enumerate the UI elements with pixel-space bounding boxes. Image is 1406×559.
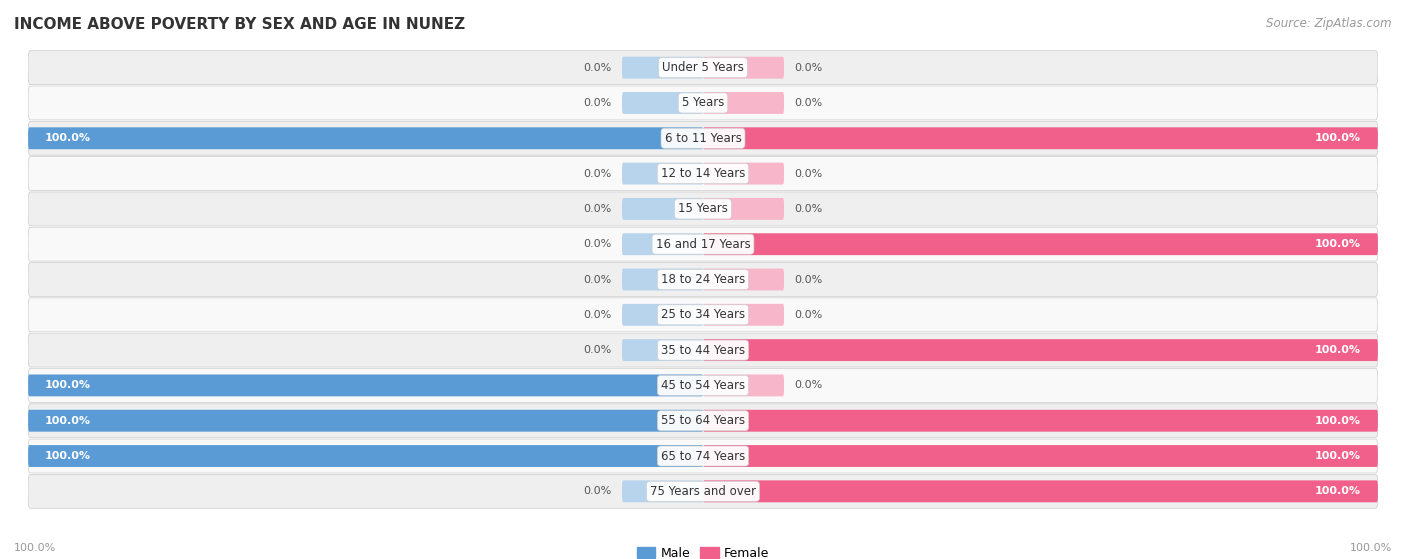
Text: 15 Years: 15 Years [678,202,728,215]
FancyBboxPatch shape [28,263,1378,296]
Text: 5 Years: 5 Years [682,97,724,110]
Text: Source: ZipAtlas.com: Source: ZipAtlas.com [1267,17,1392,30]
Text: 6 to 11 Years: 6 to 11 Years [665,132,741,145]
Text: 35 to 44 Years: 35 to 44 Years [661,344,745,357]
Text: 100.0%: 100.0% [14,543,56,553]
Text: 12 to 14 Years: 12 to 14 Years [661,167,745,180]
Text: 100.0%: 100.0% [45,451,91,461]
Text: 25 to 34 Years: 25 to 34 Years [661,309,745,321]
Text: 100.0%: 100.0% [45,381,91,390]
Text: 75 Years and over: 75 Years and over [650,485,756,498]
FancyBboxPatch shape [703,304,785,326]
FancyBboxPatch shape [621,198,703,220]
FancyBboxPatch shape [703,480,1378,503]
FancyBboxPatch shape [703,127,1378,149]
Text: 100.0%: 100.0% [45,416,91,426]
FancyBboxPatch shape [621,56,703,79]
Text: 0.0%: 0.0% [583,169,612,178]
Text: 65 to 74 Years: 65 to 74 Years [661,449,745,462]
Text: 100.0%: 100.0% [1315,239,1361,249]
Text: 100.0%: 100.0% [1315,416,1361,426]
FancyBboxPatch shape [703,198,785,220]
Text: 0.0%: 0.0% [794,98,823,108]
FancyBboxPatch shape [28,404,1378,438]
Text: 0.0%: 0.0% [583,63,612,73]
Text: 0.0%: 0.0% [794,204,823,214]
FancyBboxPatch shape [621,480,703,503]
FancyBboxPatch shape [28,86,1378,120]
Text: 55 to 64 Years: 55 to 64 Years [661,414,745,427]
FancyBboxPatch shape [28,51,1378,84]
FancyBboxPatch shape [621,304,703,326]
Text: 100.0%: 100.0% [1315,486,1361,496]
FancyBboxPatch shape [28,157,1378,191]
FancyBboxPatch shape [28,127,703,149]
Text: 16 and 17 Years: 16 and 17 Years [655,238,751,250]
FancyBboxPatch shape [703,56,785,79]
Text: 0.0%: 0.0% [794,310,823,320]
FancyBboxPatch shape [621,268,703,291]
Text: 45 to 54 Years: 45 to 54 Years [661,379,745,392]
Text: 0.0%: 0.0% [583,274,612,285]
FancyBboxPatch shape [703,410,1378,432]
FancyBboxPatch shape [28,121,1378,155]
FancyBboxPatch shape [621,163,703,184]
Text: 0.0%: 0.0% [794,274,823,285]
Text: 0.0%: 0.0% [583,98,612,108]
Text: 100.0%: 100.0% [1350,543,1392,553]
Text: 100.0%: 100.0% [45,133,91,143]
FancyBboxPatch shape [28,228,1378,261]
FancyBboxPatch shape [703,445,1378,467]
FancyBboxPatch shape [703,92,785,114]
Text: 0.0%: 0.0% [583,204,612,214]
Text: 0.0%: 0.0% [583,345,612,355]
FancyBboxPatch shape [703,163,785,184]
FancyBboxPatch shape [621,233,703,255]
FancyBboxPatch shape [28,439,1378,473]
Text: INCOME ABOVE POVERTY BY SEX AND AGE IN NUNEZ: INCOME ABOVE POVERTY BY SEX AND AGE IN N… [14,17,465,32]
FancyBboxPatch shape [703,375,785,396]
Text: Under 5 Years: Under 5 Years [662,61,744,74]
FancyBboxPatch shape [28,298,1378,331]
FancyBboxPatch shape [703,268,785,291]
Legend: Male, Female: Male, Female [637,547,769,559]
FancyBboxPatch shape [28,368,1378,402]
FancyBboxPatch shape [703,339,1378,361]
Text: 0.0%: 0.0% [794,169,823,178]
Text: 18 to 24 Years: 18 to 24 Years [661,273,745,286]
Text: 0.0%: 0.0% [583,486,612,496]
Text: 0.0%: 0.0% [794,381,823,390]
FancyBboxPatch shape [28,192,1378,226]
Text: 0.0%: 0.0% [794,63,823,73]
Text: 100.0%: 100.0% [1315,133,1361,143]
FancyBboxPatch shape [28,375,703,396]
Text: 0.0%: 0.0% [583,239,612,249]
FancyBboxPatch shape [28,475,1378,508]
Text: 100.0%: 100.0% [1315,451,1361,461]
FancyBboxPatch shape [28,410,703,432]
Text: 100.0%: 100.0% [1315,345,1361,355]
FancyBboxPatch shape [28,445,703,467]
FancyBboxPatch shape [28,333,1378,367]
FancyBboxPatch shape [621,339,703,361]
Text: 0.0%: 0.0% [583,310,612,320]
FancyBboxPatch shape [703,233,1378,255]
FancyBboxPatch shape [621,92,703,114]
